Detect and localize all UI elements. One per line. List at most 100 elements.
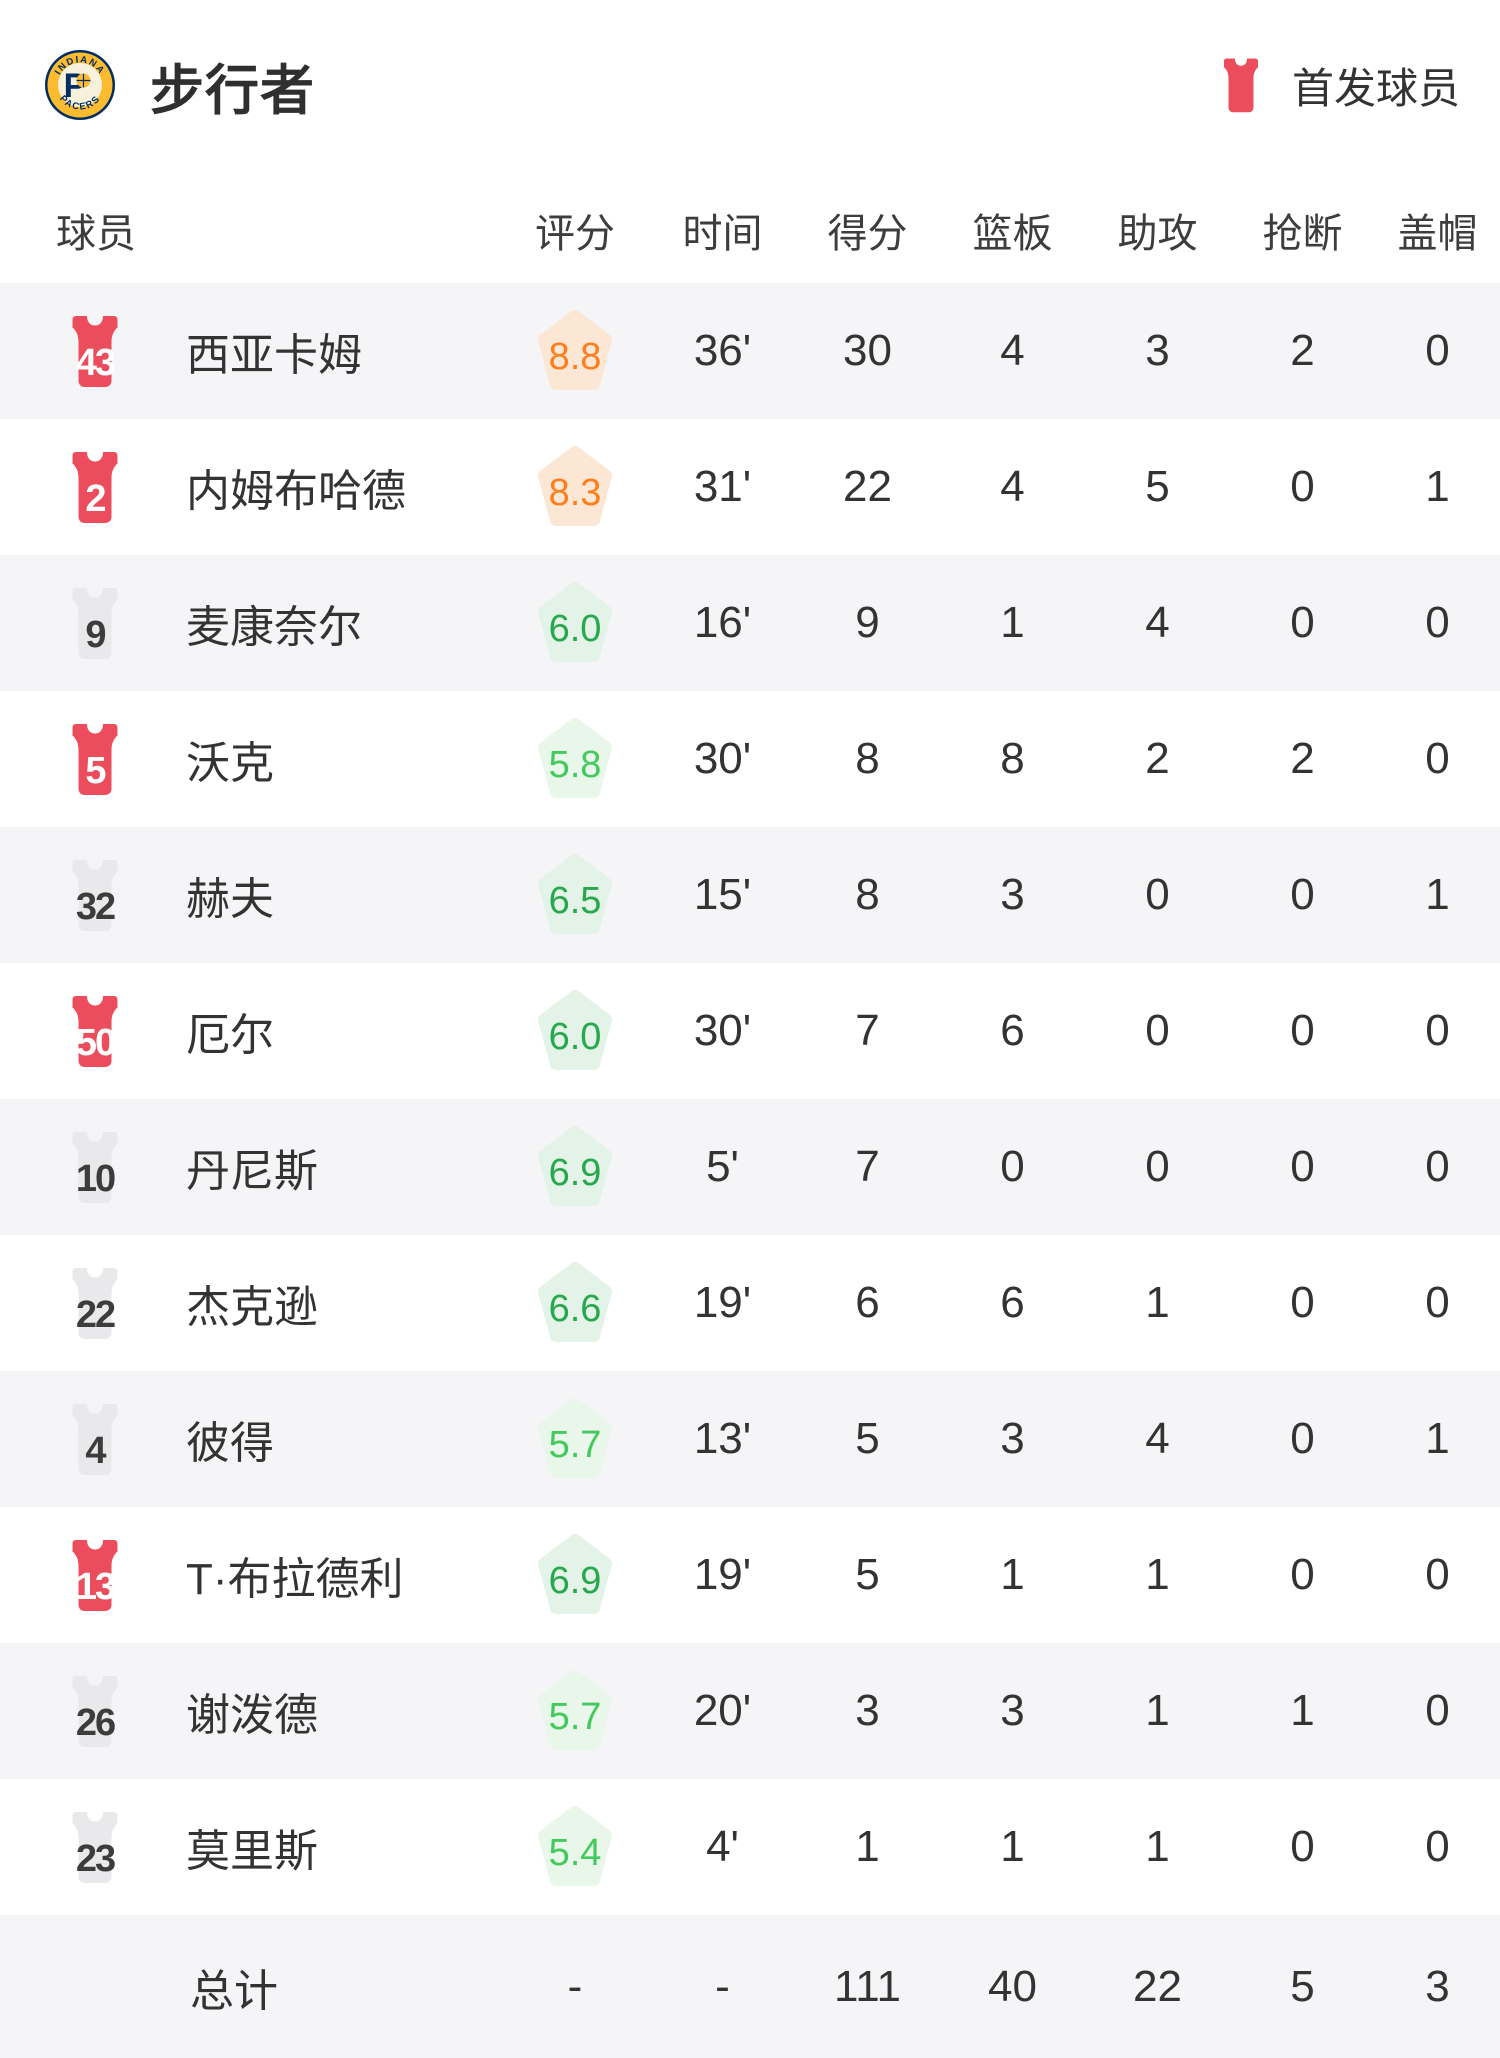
stat-points: 7: [855, 1142, 880, 1191]
player-row[interactable]: 22 杰克逊 6.6 19' 6 6 1 0 0: [0, 1235, 1500, 1371]
stat-assists: 2: [1145, 734, 1170, 783]
player-row[interactable]: 4 彼得 5.7 13' 5 3 4 0 1: [0, 1371, 1500, 1507]
stat-assists: 3: [1145, 326, 1170, 375]
jersey-number-badge: 26: [62, 1674, 128, 1748]
stat-points: 1: [855, 1822, 880, 1871]
jersey-number-badge: 32: [62, 858, 128, 932]
jersey-number: 13: [75, 1565, 116, 1608]
rating-badge: 6.5: [536, 853, 614, 937]
player-row[interactable]: 26 谢泼德 5.7 20' 3 3 1 1 0: [0, 1643, 1500, 1779]
column-header-player: 球员: [56, 212, 136, 256]
jersey-number: 4: [85, 1429, 106, 1472]
player-row[interactable]: 50 厄尔 6.0 30' 7 6 0 0 0: [0, 963, 1500, 1099]
stat-steals: 0: [1290, 1550, 1315, 1599]
stat-rebounds: 0: [1000, 1142, 1025, 1191]
stat-points: 22: [843, 462, 892, 511]
stat-steals: 0: [1290, 462, 1315, 511]
column-header-rebounds: 篮板: [972, 212, 1053, 256]
stat-points: 5: [855, 1414, 880, 1463]
jersey-number: 32: [75, 885, 116, 928]
stat-blocks: 1: [1425, 1414, 1450, 1463]
player-row[interactable]: 13 T·布拉德利 6.9 19' 5 1 1 0 0: [0, 1507, 1500, 1643]
stat-time: 4': [706, 1822, 739, 1871]
stat-points: 9: [855, 598, 880, 647]
column-header-assists: 助攻: [1117, 212, 1198, 256]
stat-blocks: 0: [1425, 734, 1450, 783]
stat-points: 8: [855, 734, 880, 783]
player-row[interactable]: 9 麦康奈尔 6.0 16' 9 1 4 0 0: [0, 555, 1500, 691]
rating-badge: 5.4: [536, 1805, 614, 1889]
column-header-points: 得分: [827, 212, 908, 256]
starter-legend-label: 首发球员: [1291, 64, 1460, 112]
player-name: 麦康奈尔: [186, 603, 362, 652]
player-name: 莫里斯: [186, 1827, 318, 1876]
stat-rebounds: 8: [1000, 734, 1025, 783]
column-header-time: 时间: [682, 212, 763, 256]
player-row[interactable]: 10 丹尼斯 6.9 5' 7 0 0 0 0: [0, 1099, 1500, 1235]
stat-assists: 1: [1145, 1278, 1170, 1327]
stat-steals: 0: [1290, 870, 1315, 919]
player-row[interactable]: 2 内姆布哈德 8.3 31' 22 4 5 0 1: [0, 419, 1500, 555]
stat-steals: 0: [1290, 1822, 1315, 1871]
player-name: 丹尼斯: [186, 1147, 318, 1196]
player-name: 西亚卡姆: [186, 331, 362, 380]
stat-assists: 1: [1145, 1822, 1170, 1871]
total-steals: 5: [1290, 1961, 1315, 2011]
player-row[interactable]: 32 赫夫 6.5 15' 8 3 0 0 1: [0, 827, 1500, 963]
player-table: 43 西亚卡姆 8.8 36' 30 4 3 2 0 2 内姆布哈德 8.3 3…: [0, 283, 1500, 1915]
stat-assists: 0: [1145, 1006, 1170, 1055]
jersey-number: 10: [75, 1157, 116, 1200]
stat-time: 30': [693, 1006, 752, 1055]
jersey-number-badge: 4: [62, 1402, 128, 1476]
stat-steals: 0: [1290, 1414, 1315, 1463]
stat-points: 6: [855, 1278, 880, 1327]
stat-time: 5': [706, 1142, 739, 1191]
column-header-blocks: 盖帽: [1397, 212, 1478, 256]
total-blocks: 3: [1425, 1961, 1450, 2011]
stat-rebounds: 4: [1000, 462, 1025, 511]
stat-blocks: 0: [1425, 326, 1450, 375]
jersey-number: 2: [85, 477, 106, 520]
stat-rebounds: 6: [1000, 1006, 1025, 1055]
rating-badge: 6.9: [536, 1125, 614, 1209]
stat-time: 31': [693, 462, 752, 511]
stat-assists: 4: [1145, 1414, 1170, 1463]
stat-rebounds: 1: [1000, 598, 1025, 647]
jersey-number: 22: [75, 1293, 116, 1336]
column-header-rating: 评分: [535, 212, 615, 256]
total-label: 总计: [190, 1966, 278, 2016]
stat-time: 19': [693, 1278, 752, 1327]
player-row[interactable]: 5 沃克 5.8 30' 8 8 2 2 0: [0, 691, 1500, 827]
jersey-number: 5: [85, 749, 106, 792]
total-row: 总计 - - 111 40 22 5 3: [0, 1915, 1500, 2058]
total-assists: 22: [1133, 1961, 1182, 2011]
stat-steals: 1: [1290, 1686, 1315, 1735]
player-row[interactable]: 23 莫里斯 5.4 4' 1 1 1 0 0: [0, 1779, 1500, 1915]
stat-blocks: 1: [1425, 462, 1450, 511]
stat-steals: 0: [1290, 598, 1315, 647]
jersey-number-badge: 23: [62, 1810, 128, 1884]
jersey-number-badge: 2: [62, 450, 128, 524]
stat-points: 30: [843, 326, 892, 375]
stat-blocks: 0: [1425, 1550, 1450, 1599]
starter-jersey-icon: [1216, 57, 1266, 113]
stat-steals: 2: [1290, 326, 1315, 375]
stat-rebounds: 3: [1000, 870, 1025, 919]
stat-steals: 0: [1290, 1006, 1315, 1055]
player-name: 彼得: [186, 1419, 274, 1468]
jersey-number-badge: 50: [62, 994, 128, 1068]
stat-blocks: 0: [1425, 1278, 1450, 1327]
player-name: T·布拉德利: [186, 1555, 404, 1604]
jersey-number-badge: 5: [62, 722, 128, 796]
player-row[interactable]: 43 西亚卡姆 8.8 36' 30 4 3 2 0: [0, 283, 1500, 419]
rating-badge: 5.7: [536, 1669, 614, 1753]
stat-assists: 0: [1145, 1142, 1170, 1191]
rating-badge: 6.9: [536, 1533, 614, 1617]
rating-badge: 6.6: [536, 1261, 614, 1345]
total-points: 111: [834, 1961, 901, 2011]
column-header-steals: 抢断: [1262, 212, 1343, 256]
stat-steals: 2: [1290, 734, 1315, 783]
pacers-logo-icon: INDIANA PACERS P: [45, 50, 115, 120]
stat-points: 7: [855, 1006, 880, 1055]
jersey-number: 43: [75, 341, 116, 384]
